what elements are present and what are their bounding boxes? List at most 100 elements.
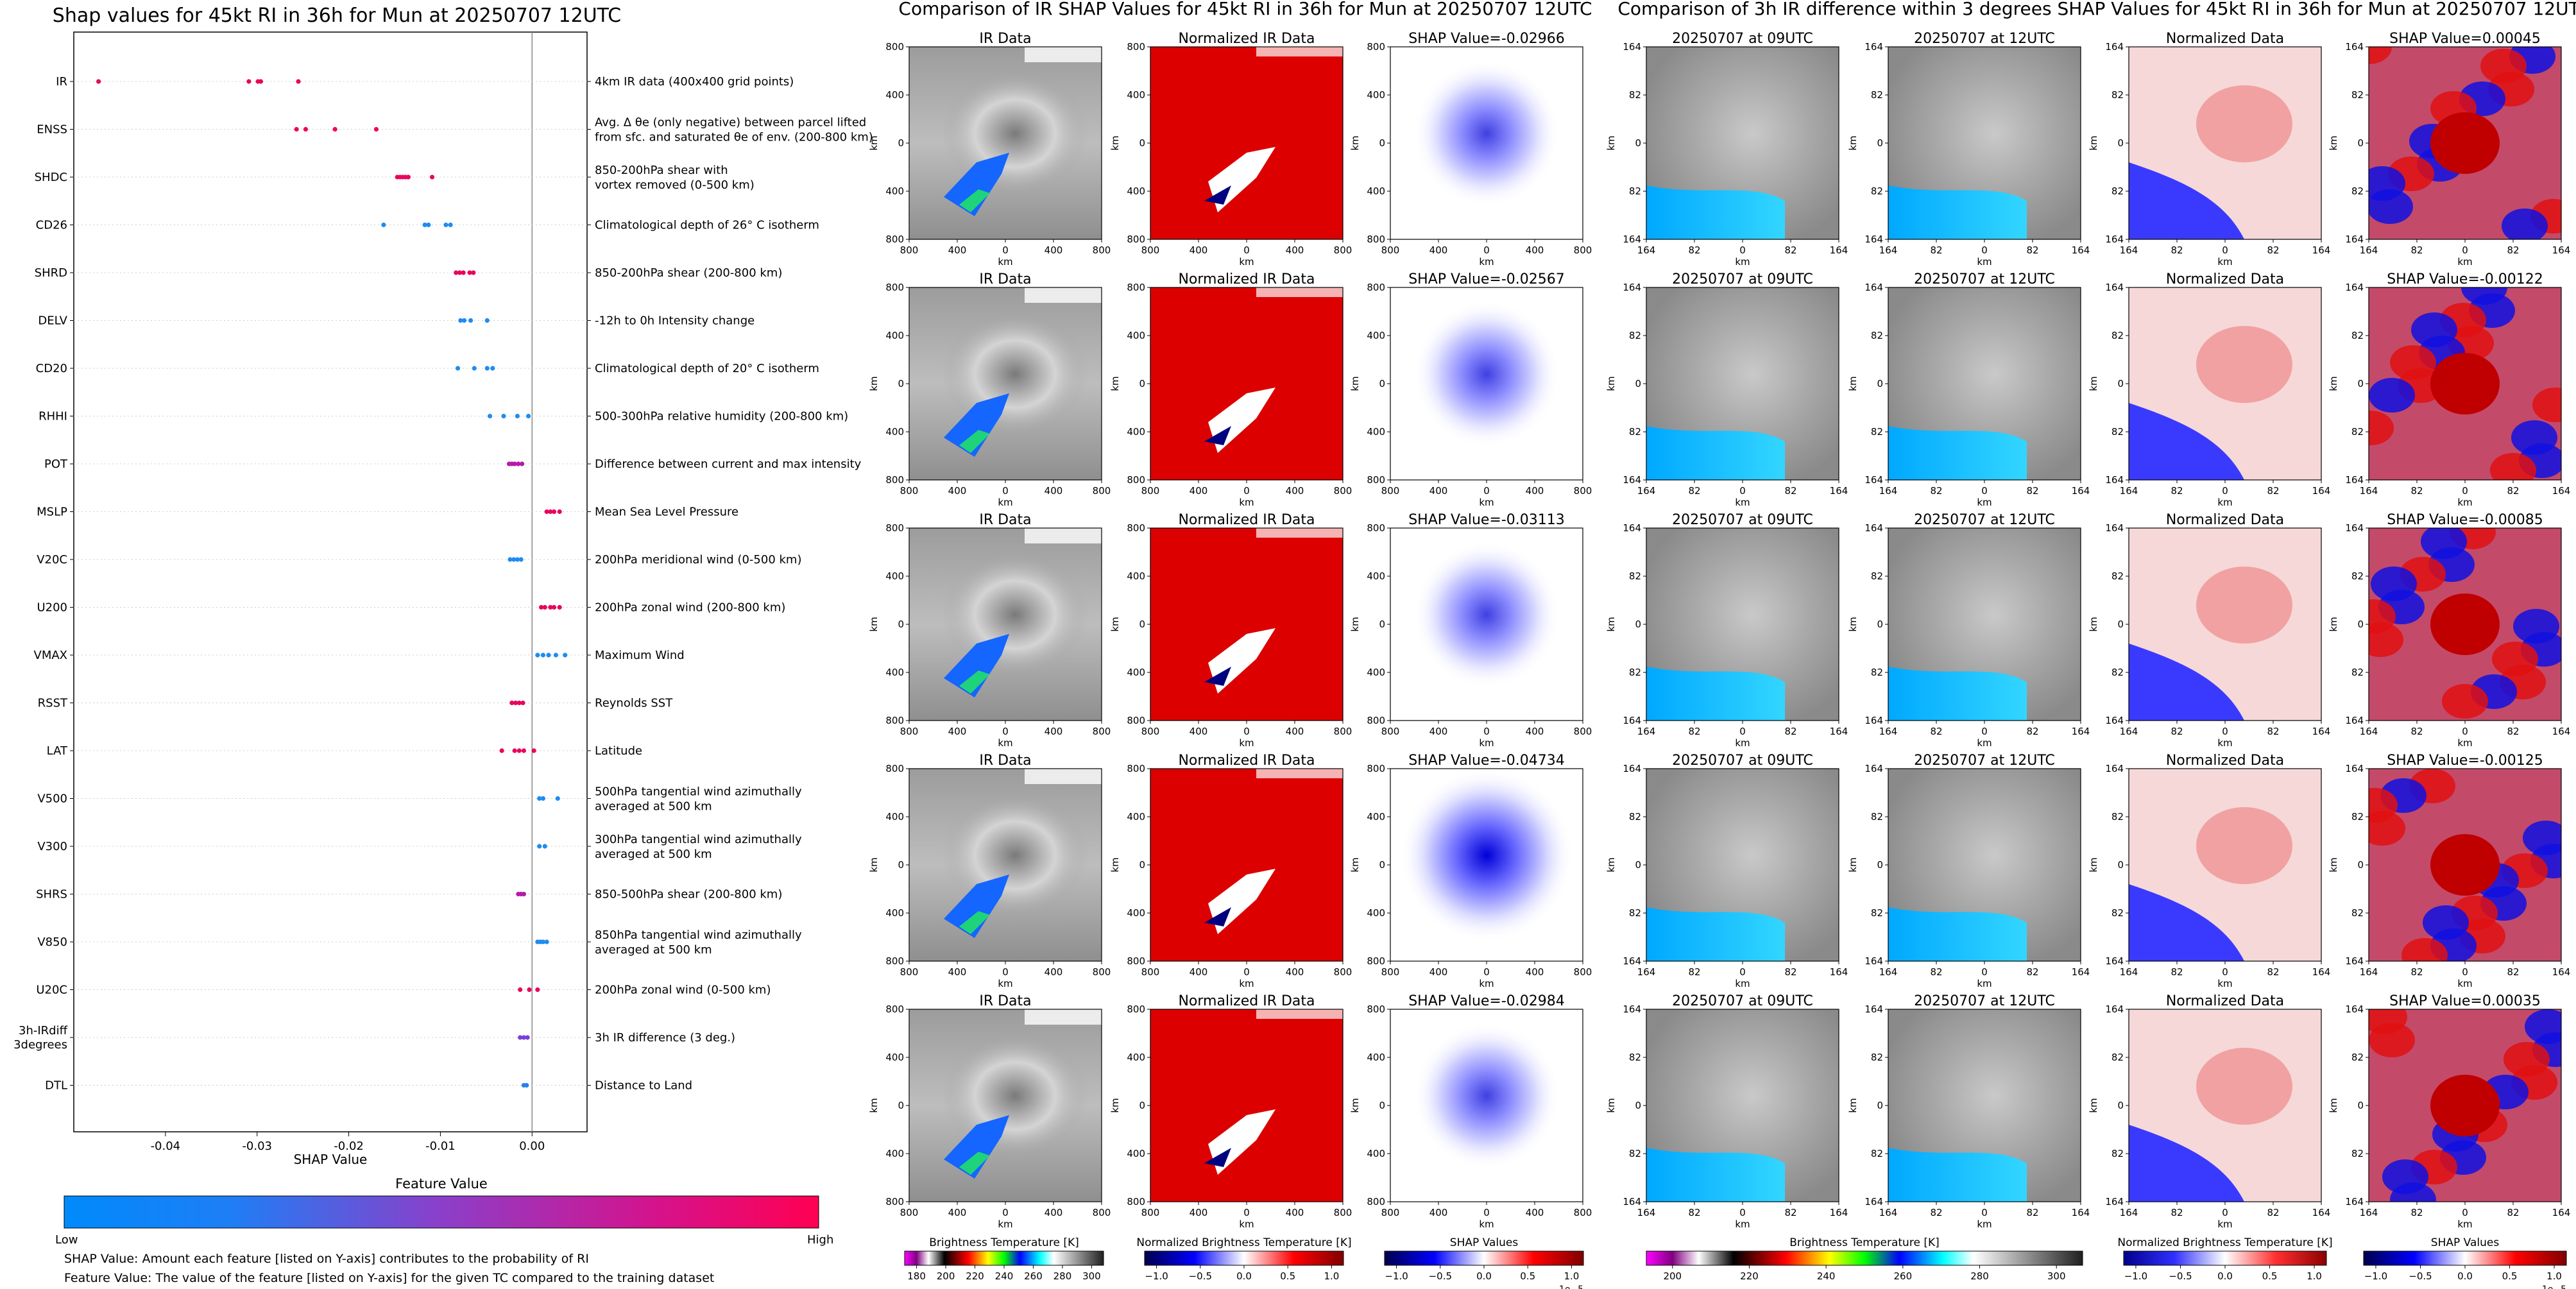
x-tick-label: 164 — [1879, 966, 1898, 978]
x-tick-label: 800 — [1381, 244, 1400, 256]
y-tick-label: 82 — [1629, 426, 1641, 438]
x-tick-label: 82 — [2171, 966, 2183, 978]
x-axis-label: km — [2217, 497, 2232, 508]
panel-title: Normalized Data — [2166, 512, 2284, 528]
y-tick-label: 164 — [1864, 1003, 1883, 1015]
x-tick-label: 0 — [2222, 1207, 2228, 1218]
y-tick-label: 0 — [2357, 378, 2364, 389]
x-tick-label: 400 — [1286, 485, 1304, 497]
panel-image — [1646, 287, 1839, 480]
colorbar-tick-label: 0.0 — [2217, 1270, 2233, 1282]
x-tick-label: 0 — [2462, 726, 2468, 737]
x-axis-label: km — [1479, 737, 1494, 749]
feature-name-label: DTL — [45, 1079, 67, 1093]
y-tick-label: 0 — [2357, 859, 2364, 871]
x-tick-label: 0 — [1739, 1207, 1746, 1218]
x-tick-label: 164 — [2120, 966, 2138, 978]
y-tick-label: 800 — [1367, 41, 1385, 53]
y-tick-label: 164 — [1864, 715, 1883, 726]
colorbar-gradient — [1384, 1251, 1584, 1266]
x-tick-label: 0 — [1002, 966, 1009, 978]
y-tick-label: 400 — [1127, 907, 1145, 919]
feature-row: V20C 200hPa meridional wind (0-500 km) — [37, 553, 801, 567]
shap-point — [461, 318, 467, 323]
colorbar-tick-label: 0.5 — [2502, 1270, 2518, 1282]
shap-point — [96, 79, 101, 84]
shap-point — [515, 557, 520, 562]
x-tick-label: 400 — [1286, 244, 1304, 256]
heatmap-panel: Normalized IR Data8008004004000040040080… — [1109, 993, 1352, 1230]
x-tick-label: 82 — [1930, 244, 1942, 256]
x-tick-label: 164 — [2552, 1207, 2571, 1218]
colorbar-tick-label: 260 — [1024, 1270, 1043, 1282]
panel-title: 20250707 at 12UTC — [1914, 753, 2055, 769]
x-tick-label: 164 — [2360, 1207, 2378, 1218]
panel-title: 20250707 at 12UTC — [1914, 512, 2055, 528]
panel-image — [909, 47, 1102, 239]
y-axis-label: km — [1847, 857, 1859, 872]
y-tick-label: 0 — [1379, 1100, 1385, 1111]
x-tick-label: 164 — [2360, 244, 2378, 256]
panel-image — [1646, 528, 1839, 721]
x-tick-label: 82 — [2026, 485, 2038, 497]
y-tick-label: 82 — [2351, 667, 2364, 678]
colorbar-tick-label: −1.0 — [1145, 1270, 1168, 1282]
x-tick-label: 82 — [1930, 726, 1942, 737]
y-tick-label: 164 — [2345, 234, 2364, 245]
y-tick-label: 0 — [1877, 619, 1883, 630]
x-tick-label: 400 — [1429, 244, 1448, 256]
panel-image — [2369, 528, 2561, 721]
y-tick-label: 0 — [2117, 859, 2124, 871]
x-tick-label: 82 — [2026, 726, 2038, 737]
y-tick-label: 164 — [2345, 282, 2364, 293]
y-tick-label: 0 — [2117, 137, 2124, 149]
x-axis-label: km — [1735, 978, 1750, 989]
colorbar-tick-label: 200 — [1663, 1270, 1682, 1282]
x-tick-label: 0 — [2462, 244, 2468, 256]
y-tick-label: 164 — [1623, 763, 1641, 774]
y-tick-label: 164 — [2105, 234, 2124, 245]
y-tick-label: 0 — [1139, 1100, 1145, 1111]
panel-title: Normalized IR Data — [1178, 753, 1315, 769]
y-tick-label: 82 — [1871, 89, 1883, 101]
feature-name-label: POT — [44, 457, 68, 471]
panel-title: Normalized Data — [2166, 271, 2284, 287]
y-axis-label: km — [2088, 617, 2099, 631]
shap-point — [381, 222, 386, 228]
x-tick-label: -0.02 — [334, 1140, 364, 1153]
panel-title: SHAP Value=-0.02567 — [1408, 271, 1565, 287]
y-tick-label: 800 — [885, 763, 904, 774]
heatmap-panel: SHAP Value=-0.00122164164828200828216416… — [2328, 271, 2570, 508]
x-axis-label: km — [1479, 256, 1494, 268]
y-tick-label: 164 — [2345, 763, 2364, 774]
x-axis-label: km — [1479, 497, 1494, 508]
shap-point — [563, 653, 568, 658]
colorbar-scale: 1e−5 — [1559, 1285, 1583, 1289]
x-tick-label: 82 — [2267, 966, 2279, 978]
x-axis-label: km — [998, 737, 1012, 749]
shap-point — [516, 700, 522, 706]
y-tick-label: 400 — [885, 330, 904, 341]
colorbar: Brightness Temperature [K] 180 200 220 240 26… — [904, 1236, 1104, 1282]
panel-title: SHAP Value=-0.00085 — [2387, 512, 2543, 528]
x-tick-label: 82 — [2507, 485, 2519, 497]
x-tick-label: 0 — [1002, 726, 1009, 737]
feature-name-label: ENSS — [37, 123, 67, 137]
panel-title: Normalized IR Data — [1178, 31, 1315, 47]
heatmap-panel: Normalized Data1641648282008282164164kmk… — [2088, 271, 2330, 508]
x-tick-label: 0 — [2222, 726, 2228, 737]
panel-image — [1888, 769, 2081, 961]
y-tick-label: 164 — [2105, 955, 2124, 967]
shap-point — [544, 939, 549, 944]
y-tick-label: 82 — [2111, 426, 2124, 438]
feature-name-label: VMAX — [34, 649, 68, 662]
x-tick-label: 400 — [1526, 1207, 1544, 1218]
x-tick-label: 0 — [1981, 966, 1988, 978]
feature-description: Distance to Land — [595, 1079, 692, 1093]
y-tick-label: 0 — [1139, 137, 1145, 149]
x-tick-label: 164 — [2120, 726, 2138, 737]
shap-point — [546, 653, 551, 658]
panel-title: 20250707 at 09UTC — [1672, 31, 1813, 47]
colorbar-tick-label: 1.0 — [1564, 1270, 1579, 1282]
shap-point — [557, 509, 562, 515]
